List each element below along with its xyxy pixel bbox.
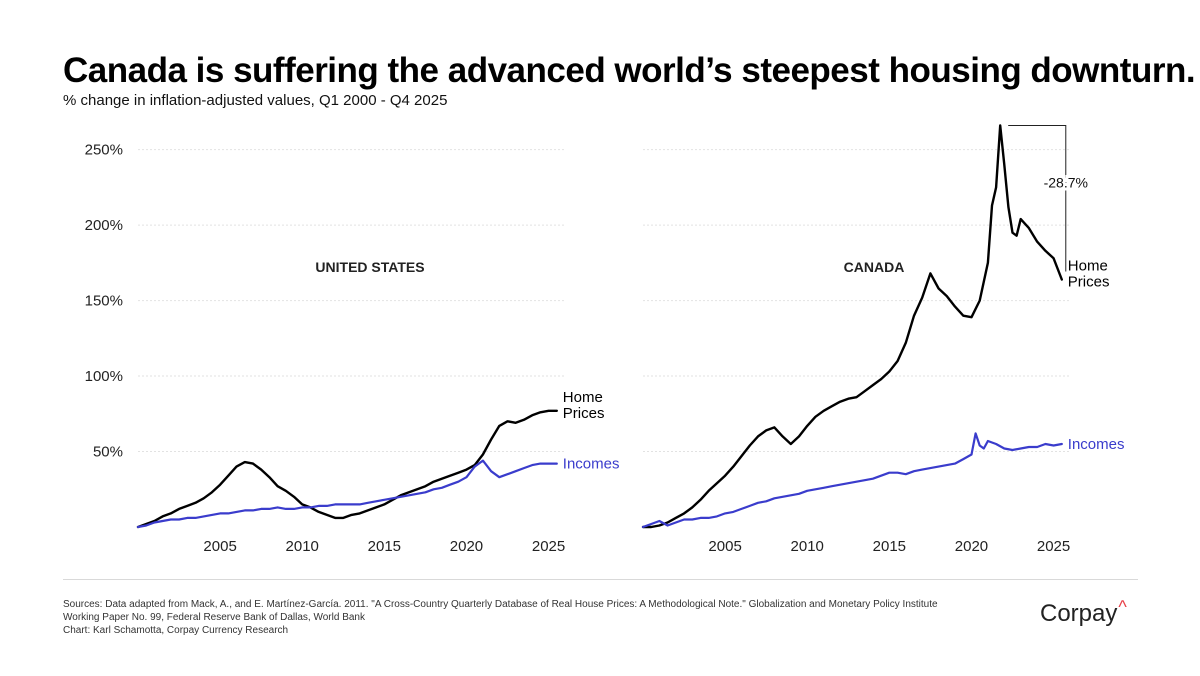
corpay-logo: Corpay^	[1040, 597, 1127, 628]
y-tick-label: 200%	[85, 217, 123, 234]
sources-line-3: Chart: Karl Schamotta, Corpay Currency R…	[63, 625, 289, 636]
united-states-incomes-label: Incomes	[563, 456, 620, 473]
chart-subtitle: % change in inflation-adjusted values, Q…	[63, 92, 448, 109]
sources-line-2: Working Paper No. 99, Federal Reserve Ba…	[63, 612, 365, 623]
canada-incomes-line	[641, 432, 1063, 529]
canada-x-tick-label: 2020	[955, 538, 988, 555]
canada-x-tick-label: 2005	[708, 538, 741, 555]
brand-caret-icon: ^	[1118, 597, 1127, 617]
united-states-home-prices-label: Home	[563, 389, 603, 406]
united-states-x-tick-label: 2005	[203, 538, 236, 555]
canada-drawdown-bracket	[1008, 124, 1067, 272]
y-tick-label: 150%	[85, 293, 123, 310]
canada-home-prices-line	[641, 124, 1063, 529]
united-states-x-tick-label: 2020	[450, 538, 483, 555]
canada-home-prices-label: Prices	[1068, 273, 1110, 290]
united-states-home-prices-line	[136, 409, 558, 529]
canada-x-tick-label: 2010	[791, 538, 824, 555]
canada-drawdown-label: -28.7%	[1044, 174, 1088, 190]
canada-panel-title: CANADA	[844, 259, 905, 275]
chart-title: Canada is suffering the advanced world’s…	[63, 51, 1196, 90]
united-states-incomes-line	[136, 459, 558, 529]
united-states-x-tick-label: 2025	[532, 538, 565, 555]
y-tick-label: 250%	[85, 142, 123, 159]
sources-line-1: Sources: Data adapted from Mack, A., and…	[63, 599, 938, 610]
canada-x-tick-label: 2015	[873, 538, 906, 555]
united-states-x-tick-label: 2015	[368, 538, 401, 555]
y-tick-label: 100%	[85, 368, 123, 385]
canada-incomes-label: Incomes	[1068, 436, 1125, 453]
united-states-panel-title: UNITED STATES	[315, 259, 424, 275]
brand-name: Corpay	[1040, 600, 1118, 627]
footer-divider	[63, 579, 1138, 580]
united-states-home-prices-label: Prices	[563, 405, 605, 422]
canada-x-tick-label: 2025	[1037, 538, 1070, 555]
united-states-x-tick-label: 2010	[286, 538, 319, 555]
canada-home-prices-label: Home	[1068, 257, 1108, 274]
sources-note: Sources: Data adapted from Mack, A., and…	[63, 598, 1023, 637]
y-tick-label: 50%	[93, 444, 123, 461]
